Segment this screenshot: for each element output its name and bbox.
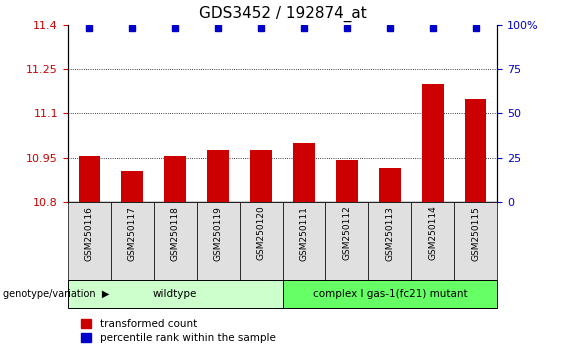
Text: GSM250119: GSM250119 bbox=[214, 206, 223, 261]
Text: wildtype: wildtype bbox=[153, 289, 197, 299]
Text: GSM250113: GSM250113 bbox=[385, 206, 394, 261]
Bar bbox=[197, 202, 240, 280]
Bar bbox=[250, 150, 272, 202]
Text: GSM250120: GSM250120 bbox=[257, 206, 266, 261]
Text: GSM250116: GSM250116 bbox=[85, 206, 94, 261]
Bar bbox=[293, 143, 315, 202]
Bar bbox=[121, 171, 143, 202]
Bar bbox=[111, 202, 154, 280]
Bar bbox=[164, 156, 186, 202]
Text: GSM250111: GSM250111 bbox=[299, 206, 308, 261]
Legend: transformed count, percentile rank within the sample: transformed count, percentile rank withi… bbox=[77, 315, 280, 347]
Bar bbox=[465, 98, 486, 202]
Text: genotype/variation  ▶: genotype/variation ▶ bbox=[3, 289, 109, 299]
Bar bbox=[154, 202, 197, 280]
Text: GSM250115: GSM250115 bbox=[471, 206, 480, 261]
Text: GSM250114: GSM250114 bbox=[428, 206, 437, 261]
Text: GSM250117: GSM250117 bbox=[128, 206, 137, 261]
Bar bbox=[336, 160, 358, 202]
Bar bbox=[411, 202, 454, 280]
Bar bbox=[207, 150, 229, 202]
Bar bbox=[282, 202, 325, 280]
Title: GDS3452 / 192874_at: GDS3452 / 192874_at bbox=[199, 6, 366, 22]
Bar bbox=[68, 280, 282, 308]
Bar bbox=[379, 168, 401, 202]
Bar bbox=[325, 202, 368, 280]
Bar bbox=[79, 156, 100, 202]
Bar bbox=[282, 280, 497, 308]
Bar bbox=[454, 202, 497, 280]
Text: complex I gas-1(fc21) mutant: complex I gas-1(fc21) mutant bbox=[312, 289, 467, 299]
Bar bbox=[68, 202, 111, 280]
Text: GSM250112: GSM250112 bbox=[342, 206, 351, 261]
Bar bbox=[422, 84, 444, 202]
Bar bbox=[240, 202, 282, 280]
Text: GSM250118: GSM250118 bbox=[171, 206, 180, 261]
Bar bbox=[368, 202, 411, 280]
